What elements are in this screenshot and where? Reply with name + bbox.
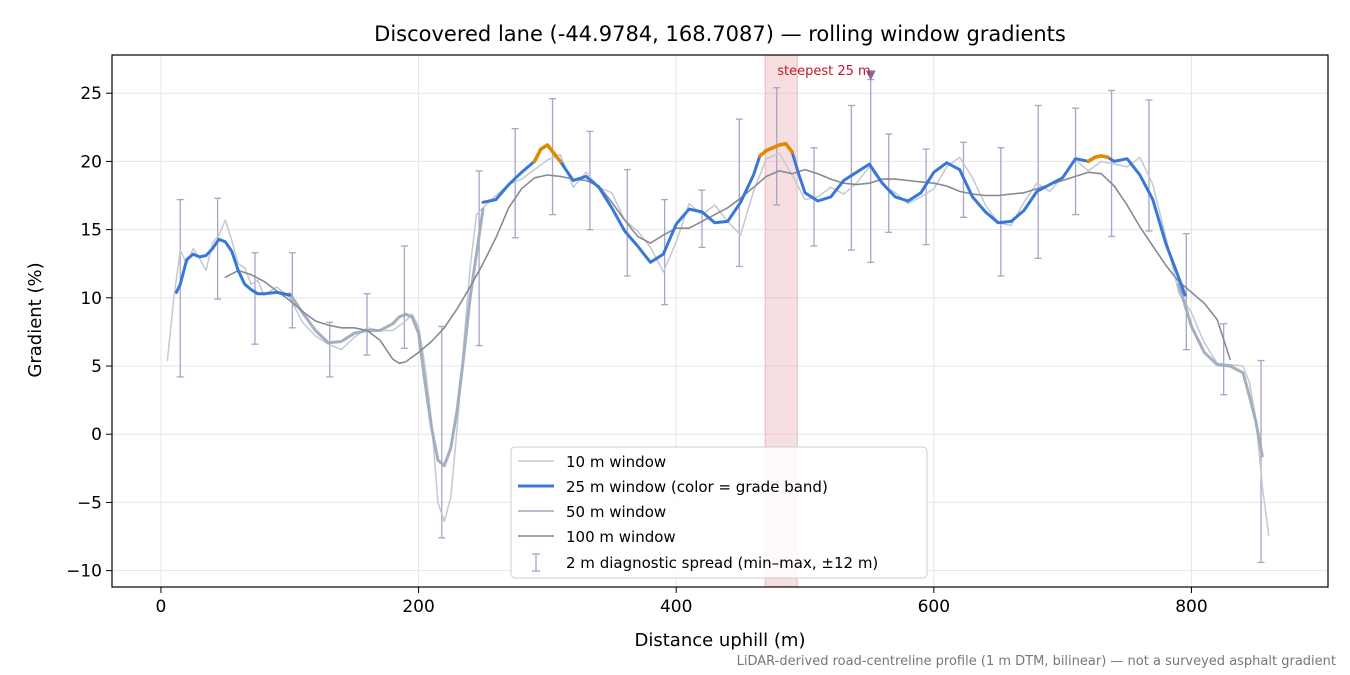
error-bar	[1257, 359, 1265, 564]
series-line-50m	[1177, 282, 1264, 458]
grade-band-highlight	[1086, 154, 1110, 164]
x-tick-label: 200	[402, 597, 434, 617]
y-tick-label: 10	[80, 289, 102, 309]
error-bar	[1072, 107, 1080, 216]
error-bar	[1145, 99, 1153, 232]
series-lines	[166, 141, 1270, 536]
legend-entry-100m: 100 m window	[566, 528, 676, 546]
error-bar	[885, 133, 893, 233]
error-bar	[698, 189, 706, 248]
y-tick-label: −10	[66, 562, 102, 582]
error-bar	[1182, 233, 1190, 351]
grade-band-highlight	[758, 141, 794, 158]
error-bar	[735, 118, 743, 268]
error-bar	[400, 245, 408, 349]
error-bar	[438, 325, 446, 539]
legend-swatch-errorbar	[532, 553, 540, 572]
error-bar	[1220, 323, 1228, 396]
grade-band-highlight	[532, 143, 563, 164]
legend-entry-10m: 10 m window	[566, 453, 666, 471]
error-bar	[176, 198, 184, 378]
error-bar	[847, 104, 855, 251]
series-line-50m	[288, 207, 485, 468]
y-tick-label: 25	[80, 84, 102, 104]
y-tick-label: −5	[77, 493, 102, 513]
y-tick-label: 15	[80, 221, 102, 241]
error-bar	[251, 252, 259, 345]
legend-box	[510, 446, 928, 579]
marker-layer	[865, 70, 876, 81]
x-axis-ticks: 0 200 400 600 800	[156, 587, 1208, 617]
series-line-25m	[481, 142, 1187, 297]
y-axis-ticks: −10 −5 0 5 10 15 20 25	[66, 84, 112, 582]
y-tick-label: 0	[91, 425, 102, 445]
x-axis-label: Distance uphill (m)	[635, 630, 806, 651]
plot-frame	[111, 54, 1329, 588]
legend-entry-errorbar: 2 m diagnostic spread (min–max, ±12 m)	[566, 554, 878, 572]
legend-entry-25m: 25 m window (color = grade band)	[566, 478, 828, 496]
y-tick-label: 20	[80, 152, 102, 172]
error-bar	[1034, 104, 1042, 259]
legend: 10 m window 25 m window (color = grade b…	[510, 446, 928, 579]
x-tick-label: 400	[660, 597, 692, 617]
error-bar	[511, 128, 519, 239]
error-bar	[363, 293, 371, 356]
y-tick-label: 5	[91, 357, 102, 377]
chart-title: Discovered lane (-44.9784, 168.7087) — r…	[374, 22, 1066, 46]
steepest-marker	[865, 70, 876, 81]
error-bar	[475, 170, 483, 347]
error-bar	[997, 147, 1005, 277]
footnote: LiDAR-derived road-centreline profile (1…	[737, 654, 1336, 669]
series-line-25m	[174, 237, 292, 297]
error-bar	[922, 148, 930, 246]
x-tick-label: 800	[1175, 597, 1207, 617]
legend-entry-50m: 50 m window	[566, 503, 666, 521]
steepest-label: steepest 25 m	[777, 64, 870, 79]
series-line-100m	[224, 168, 1231, 365]
grid-lines	[112, 55, 1328, 587]
error-bar	[288, 252, 296, 329]
error-bar	[214, 197, 222, 300]
x-tick-label: 600	[918, 597, 950, 617]
x-tick-label: 0	[156, 597, 167, 617]
error-bar	[326, 321, 334, 378]
error-bars	[176, 78, 1265, 564]
y-axis-label: Gradient (%)	[25, 262, 46, 377]
error-bar	[549, 98, 557, 216]
